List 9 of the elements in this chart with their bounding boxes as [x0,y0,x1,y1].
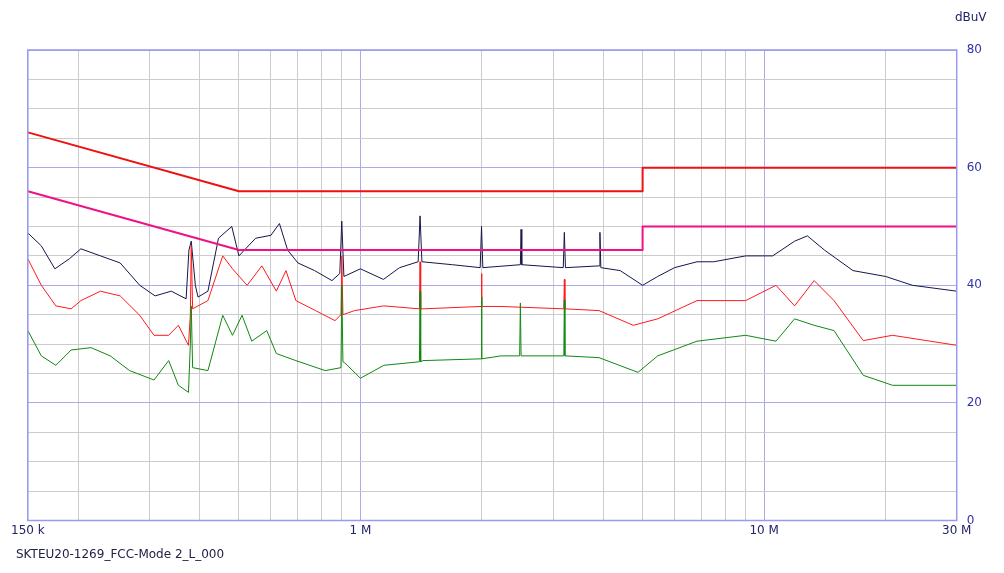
y-tick-label: 80 [966,42,983,57]
x-tick-label: 150 k [11,522,45,537]
text: SKTEU20-1269_FCC-Mode 2_L_000 [16,547,225,562]
y-tick-label: 20 [966,395,983,410]
y-tick-label: 60 [966,159,983,174]
x-tick-label: 1 M [349,522,372,537]
y-tick-label: 40 [966,277,983,292]
y-axis-title: dBuV [954,10,988,25]
x-tick-label: 10 M [749,522,779,537]
